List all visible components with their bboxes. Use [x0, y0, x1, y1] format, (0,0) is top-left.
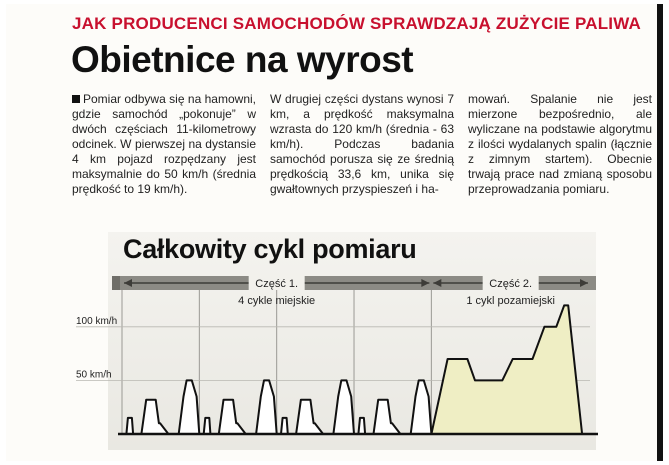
body-column-3: mowań. Spalanie nie jest mierzone bezpoś…	[468, 92, 652, 196]
chart-title: Całkowity cykl pomiaru	[123, 234, 417, 264]
body-column-2: W drugiej części dystans wynosi 7 km, a …	[270, 92, 454, 196]
part-2-arrow-left-icon	[433, 279, 442, 287]
extra-urban-cycle-area	[430, 304, 584, 435]
part-1-label-bg	[248, 276, 305, 290]
part-2-label: Część 2.	[489, 278, 532, 290]
body-column-1: Pomiar odbywa się na hamowni, gdzie samo…	[72, 92, 256, 197]
part-2-label-bg	[482, 276, 539, 290]
part-1-sublabel: 4 cykle miejskie	[238, 295, 315, 307]
part-1-arrow-right-icon	[421, 279, 430, 287]
article-kicker: JAK PRODUCENCI SAMOCHODÓW SPRAWDZAJĄ ZUŻ…	[72, 14, 642, 33]
y-tick-label: 100 km/h	[76, 316, 117, 327]
article-body: Pomiar odbywa się na hamowni, gdzie samo…	[72, 92, 656, 222]
part-1-arrow-left-icon	[124, 279, 132, 287]
y-tick-label: 50 km/h	[76, 369, 112, 380]
body-column-1-text: Pomiar odbywa się na hamowni, gdzie samo…	[72, 92, 256, 196]
part-1-label: Część 1.	[255, 278, 298, 290]
bullet-square-icon	[72, 95, 80, 103]
article-headline: Obietnice na wyrost	[71, 39, 414, 80]
part-2-arrow-right-icon	[580, 279, 588, 287]
part-2-sublabel: 1 cykl pozamiejski	[466, 295, 555, 307]
part-band-cap	[112, 276, 120, 290]
